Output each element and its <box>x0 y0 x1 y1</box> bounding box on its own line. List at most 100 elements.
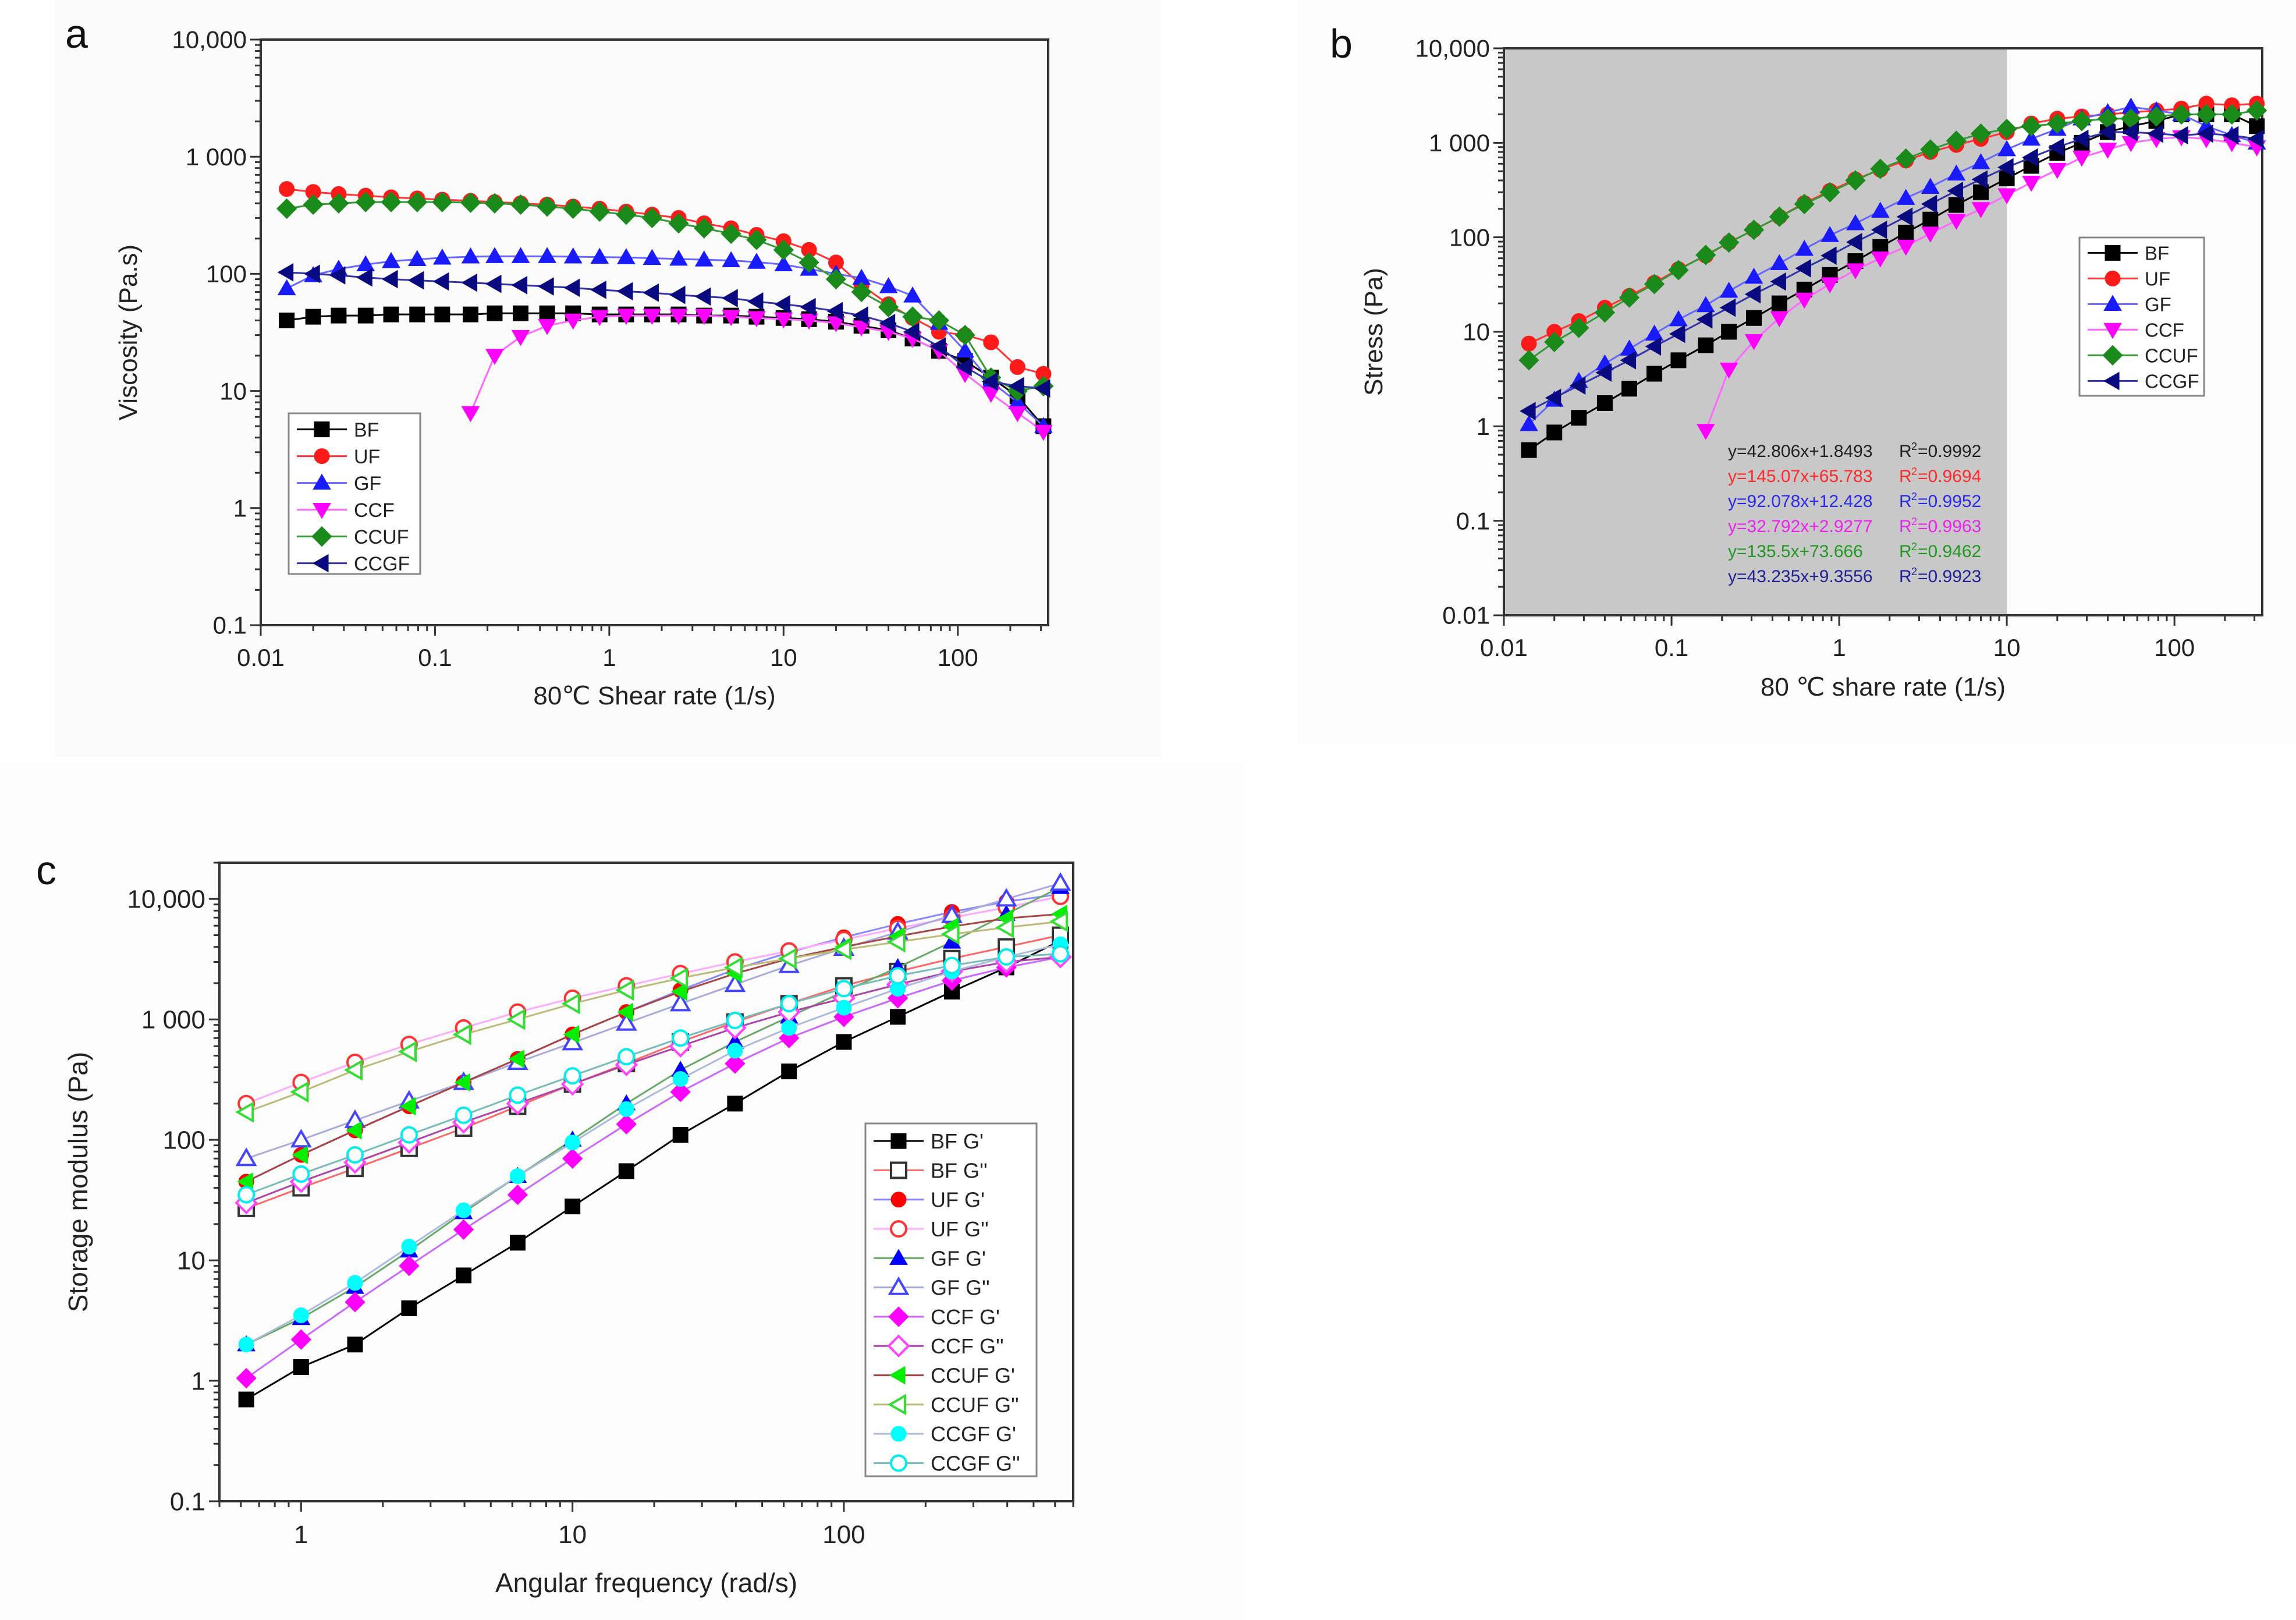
r-squared-symbol: R <box>1899 467 1912 486</box>
legend-marker <box>890 1192 907 1208</box>
data-point <box>382 270 398 289</box>
data-point <box>1770 254 1789 270</box>
x-tick-label: 10 <box>770 644 797 671</box>
data-point <box>537 196 558 217</box>
data-point <box>781 1064 797 1080</box>
data-point <box>237 1186 255 1204</box>
data-point <box>487 305 503 321</box>
data-point <box>1744 267 1763 284</box>
data-point <box>1821 246 1837 265</box>
data-point <box>615 979 634 1001</box>
data-point <box>1898 225 1914 241</box>
legend-marker <box>888 1306 909 1327</box>
data-point <box>643 249 662 265</box>
data-point <box>781 1020 797 1036</box>
data-point <box>356 268 372 287</box>
data-point <box>1769 206 1790 227</box>
legend-box <box>2078 236 2205 397</box>
r-squared-superscript: 2 <box>1911 566 1917 577</box>
data-point <box>538 277 554 296</box>
data-point <box>399 1255 420 1277</box>
data-point <box>562 1148 583 1169</box>
data-point <box>1049 872 1071 891</box>
data-point <box>1049 910 1069 933</box>
series-line <box>246 913 1061 1183</box>
data-point <box>890 1009 906 1025</box>
data-point <box>1997 158 2014 177</box>
legend-label: UF G' <box>931 1188 985 1212</box>
data-point <box>1721 324 1737 340</box>
r-squared-value: =0.9462 <box>1918 542 1981 561</box>
data-point <box>511 276 528 295</box>
data-point <box>1921 194 1937 214</box>
data-point <box>452 1023 471 1045</box>
data-point <box>1971 202 1990 218</box>
plot-frame <box>260 38 1049 626</box>
plot-frame <box>218 862 1074 1502</box>
data-point <box>800 297 816 317</box>
data-point <box>836 1034 852 1050</box>
data-point <box>722 251 740 268</box>
data-point <box>561 992 580 1015</box>
data-point <box>1571 410 1587 426</box>
data-point <box>774 295 790 314</box>
data-point <box>903 322 920 341</box>
data-point <box>618 1163 634 1179</box>
data-point <box>1008 377 1024 396</box>
data-point <box>1697 296 1715 313</box>
data-point <box>2121 123 2138 141</box>
x-tick-label: 1 <box>602 644 616 671</box>
data-point <box>1771 295 1787 311</box>
data-point <box>668 213 689 234</box>
data-point <box>1034 424 1053 441</box>
data-point <box>1668 260 1689 281</box>
data-point <box>1921 226 1940 243</box>
r-squared-symbol: R <box>1899 517 1912 536</box>
data-point <box>460 192 481 213</box>
data-point <box>539 305 555 321</box>
series-line <box>246 953 1061 1196</box>
y-tick-label: 1 <box>233 495 247 522</box>
data-point <box>747 292 764 311</box>
data-point <box>1008 406 1027 423</box>
data-point <box>726 1012 744 1030</box>
panel-c-background <box>0 763 1245 1620</box>
data-point <box>1546 424 1563 441</box>
x-axis-title: Angular frequency (rad/s) <box>495 1568 797 1598</box>
series-ccgf <box>1520 123 2264 420</box>
data-point <box>1518 350 1539 371</box>
legend-label: CCUF <box>354 526 409 548</box>
data-point <box>1569 376 1586 395</box>
data-point <box>235 1101 254 1123</box>
data-point <box>1521 335 1537 352</box>
chart-panel-c: 1 10 100 0.1 1 10 100 1 000 10,000 Angular freque… <box>63 862 1074 1598</box>
data-point <box>1719 363 1738 379</box>
data-point <box>434 306 450 322</box>
y-axis-title: Stress (Pa) <box>1360 268 1388 396</box>
data-point <box>508 1050 524 1068</box>
r-squared-superscript: 2 <box>1911 466 1917 477</box>
y-tick-label: 10 <box>219 377 247 405</box>
data-point <box>453 1219 474 1240</box>
y-tick-label: 1 000 <box>186 143 247 171</box>
data-point <box>1871 251 1890 268</box>
data-point <box>347 1275 363 1291</box>
data-point <box>2222 104 2242 125</box>
legend-label: CCF G'' <box>931 1334 1004 1358</box>
data-point <box>279 181 295 197</box>
legend-label: CCUF G' <box>931 1364 1015 1388</box>
series-line <box>286 271 1044 389</box>
r-squared-value: =0.9694 <box>1918 467 1981 486</box>
series-line <box>246 886 1061 1346</box>
data-point <box>2197 124 2213 143</box>
data-point <box>1770 311 1789 328</box>
series-line <box>286 201 1044 392</box>
data-point <box>409 306 425 322</box>
data-point <box>1795 259 1811 278</box>
legend-label: BF G'' <box>931 1158 988 1182</box>
r-squared-symbol: R <box>1899 542 1912 561</box>
data-point <box>721 223 741 244</box>
legend-marker <box>2105 270 2121 286</box>
legend-marker <box>2105 244 2121 261</box>
data-point <box>290 1081 309 1103</box>
